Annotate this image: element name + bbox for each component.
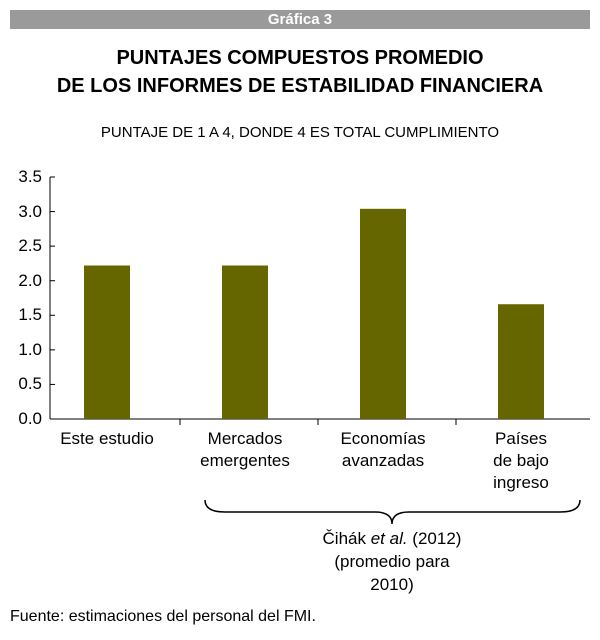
y-tick-label: 3.5: [18, 167, 42, 186]
annotation-text: et al.: [370, 529, 408, 548]
bar: [498, 304, 544, 419]
bar: [84, 265, 130, 419]
source: Fuente: estimaciones del personal del FM…: [10, 608, 316, 625]
y-tick-label: 3.0: [18, 201, 42, 221]
x-tick-label: Este estudio: [60, 429, 154, 448]
x-tick-label: Países de bajo ingreso: [493, 429, 549, 492]
x-tick-label: Economías avanzadas: [340, 429, 426, 470]
header: Gráfica 3: [10, 10, 590, 29]
chart-title: PUNTAJES COMPUESTOS PROMEDIO DE LOS INFO…: [56, 47, 544, 97]
brace: [204, 499, 581, 525]
bar: [360, 208, 406, 419]
y-tick-label: 0.0: [18, 409, 42, 428]
annotation: Čihák et al. (2012) (promedio para 2010): [292, 527, 492, 596]
chart-subtitle: PUNTAJE DE 1 A 4, DONDE 4 ES TOTAL CUMPL…: [100, 124, 500, 141]
bar: [222, 265, 268, 419]
x-tick-label: Mercados emergentes: [200, 429, 290, 470]
annotation-text: (2012) (promedio para 2010): [334, 529, 462, 594]
y-tick-label: 2.5: [18, 236, 42, 256]
y-tick-label: 0.5: [18, 374, 42, 394]
y-tick-label: 1.0: [18, 339, 42, 359]
annotation-text: Čihák: [322, 529, 371, 548]
y-tick-label: 2.0: [18, 270, 42, 290]
y-tick-label: 1.5: [18, 305, 42, 325]
